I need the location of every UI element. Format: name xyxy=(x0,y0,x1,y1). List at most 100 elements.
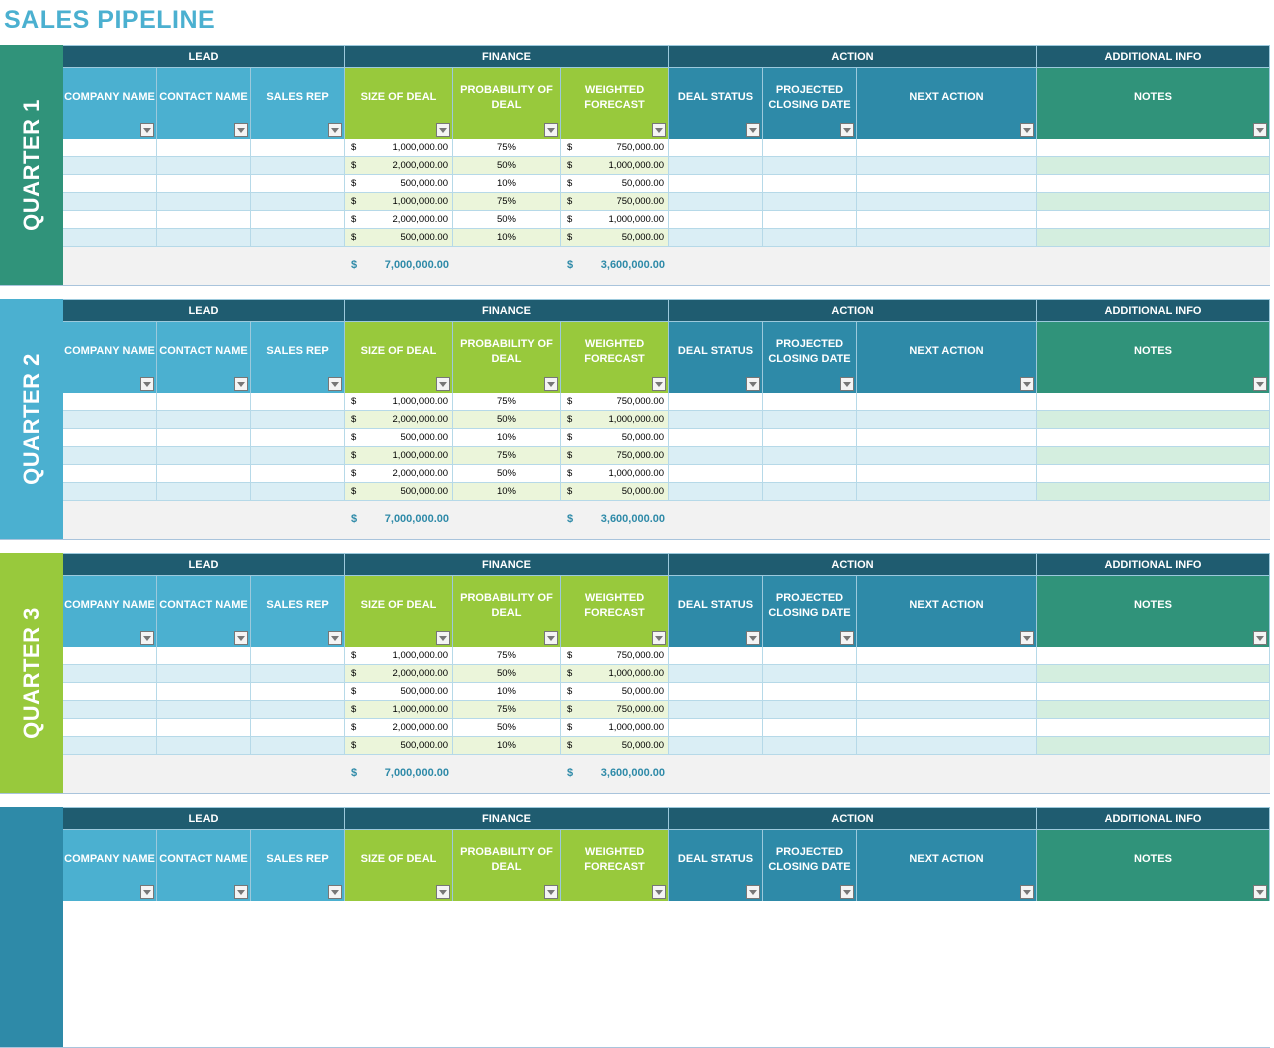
table-cell[interactable] xyxy=(857,393,1037,411)
table-cell[interactable] xyxy=(1037,447,1270,465)
table-cell[interactable]: 75% xyxy=(453,701,561,719)
table-cell[interactable] xyxy=(251,483,345,501)
table-cell[interactable] xyxy=(763,701,857,719)
table-cell[interactable] xyxy=(1037,465,1270,483)
table-cell[interactable] xyxy=(857,683,1037,701)
table-cell[interactable] xyxy=(251,139,345,157)
table-cell[interactable] xyxy=(157,483,251,501)
table-cell[interactable]: $750,000.00 xyxy=(561,647,669,665)
table-cell[interactable] xyxy=(763,157,857,175)
table-cell[interactable] xyxy=(251,393,345,411)
table-cell[interactable] xyxy=(669,447,763,465)
table-cell[interactable] xyxy=(763,193,857,211)
table-cell[interactable] xyxy=(63,139,157,157)
table-cell[interactable] xyxy=(857,411,1037,429)
table-cell[interactable] xyxy=(763,665,857,683)
table-cell[interactable] xyxy=(63,719,157,737)
table-cell[interactable] xyxy=(157,683,251,701)
table-cell[interactable] xyxy=(251,175,345,193)
table-cell[interactable] xyxy=(763,139,857,157)
filter-dropdown-icon[interactable] xyxy=(652,885,666,899)
table-cell[interactable] xyxy=(63,175,157,193)
table-cell[interactable] xyxy=(763,447,857,465)
filter-dropdown-icon[interactable] xyxy=(234,377,248,391)
table-cell[interactable]: 50% xyxy=(453,665,561,683)
table-cell[interactable] xyxy=(1037,483,1270,501)
table-cell[interactable]: $500,000.00 xyxy=(345,229,453,247)
table-cell[interactable]: $2,000,000.00 xyxy=(345,211,453,229)
filter-dropdown-icon[interactable] xyxy=(328,885,342,899)
table-cell[interactable]: $500,000.00 xyxy=(345,737,453,755)
table-cell[interactable] xyxy=(63,665,157,683)
table-cell[interactable] xyxy=(251,719,345,737)
table-cell[interactable] xyxy=(669,737,763,755)
table-cell[interactable]: $1,000,000.00 xyxy=(345,447,453,465)
table-cell[interactable] xyxy=(251,701,345,719)
table-cell[interactable]: 10% xyxy=(453,229,561,247)
table-cell[interactable] xyxy=(763,175,857,193)
table-cell[interactable]: $750,000.00 xyxy=(561,701,669,719)
table-cell[interactable] xyxy=(857,465,1037,483)
table-cell[interactable]: 50% xyxy=(453,719,561,737)
filter-dropdown-icon[interactable] xyxy=(840,885,854,899)
table-cell[interactable]: $50,000.00 xyxy=(561,229,669,247)
table-cell[interactable]: $2,000,000.00 xyxy=(345,465,453,483)
table-cell[interactable]: 50% xyxy=(453,465,561,483)
table-cell[interactable] xyxy=(157,411,251,429)
table-cell[interactable] xyxy=(1037,683,1270,701)
filter-dropdown-icon[interactable] xyxy=(234,123,248,137)
table-cell[interactable]: 50% xyxy=(453,411,561,429)
table-cell[interactable]: 10% xyxy=(453,175,561,193)
table-cell[interactable] xyxy=(63,411,157,429)
table-cell[interactable] xyxy=(669,411,763,429)
table-cell[interactable] xyxy=(763,719,857,737)
filter-dropdown-icon[interactable] xyxy=(746,631,760,645)
filter-dropdown-icon[interactable] xyxy=(746,885,760,899)
filter-dropdown-icon[interactable] xyxy=(1020,123,1034,137)
table-cell[interactable] xyxy=(157,193,251,211)
filter-dropdown-icon[interactable] xyxy=(1020,377,1034,391)
table-cell[interactable]: $1,000,000.00 xyxy=(561,665,669,683)
table-cell[interactable] xyxy=(157,429,251,447)
filter-dropdown-icon[interactable] xyxy=(328,377,342,391)
table-cell[interactable] xyxy=(63,211,157,229)
table-cell[interactable] xyxy=(669,483,763,501)
table-cell[interactable] xyxy=(1037,175,1270,193)
table-cell[interactable]: $1,000,000.00 xyxy=(345,701,453,719)
filter-dropdown-icon[interactable] xyxy=(140,377,154,391)
table-cell[interactable]: $1,000,000.00 xyxy=(561,411,669,429)
table-cell[interactable] xyxy=(669,429,763,447)
filter-dropdown-icon[interactable] xyxy=(746,377,760,391)
table-cell[interactable] xyxy=(157,665,251,683)
filter-dropdown-icon[interactable] xyxy=(544,123,558,137)
table-cell[interactable] xyxy=(857,429,1037,447)
table-cell[interactable]: $1,000,000.00 xyxy=(345,647,453,665)
filter-dropdown-icon[interactable] xyxy=(544,631,558,645)
table-cell[interactable] xyxy=(1037,411,1270,429)
table-cell[interactable] xyxy=(63,483,157,501)
table-cell[interactable] xyxy=(857,193,1037,211)
filter-dropdown-icon[interactable] xyxy=(544,885,558,899)
table-cell[interactable] xyxy=(157,175,251,193)
table-cell[interactable] xyxy=(857,647,1037,665)
table-cell[interactable] xyxy=(1037,719,1270,737)
table-cell[interactable] xyxy=(857,157,1037,175)
table-cell[interactable] xyxy=(763,393,857,411)
filter-dropdown-icon[interactable] xyxy=(140,885,154,899)
table-cell[interactable] xyxy=(251,157,345,175)
table-cell[interactable]: $1,000,000.00 xyxy=(561,719,669,737)
table-cell[interactable] xyxy=(157,393,251,411)
table-cell[interactable] xyxy=(251,411,345,429)
table-cell[interactable] xyxy=(157,229,251,247)
table-cell[interactable] xyxy=(63,429,157,447)
table-cell[interactable]: 50% xyxy=(453,157,561,175)
table-cell[interactable] xyxy=(669,701,763,719)
table-cell[interactable] xyxy=(763,647,857,665)
table-cell[interactable] xyxy=(1037,229,1270,247)
table-cell[interactable] xyxy=(63,465,157,483)
table-cell[interactable] xyxy=(669,465,763,483)
filter-dropdown-icon[interactable] xyxy=(1253,631,1267,645)
table-cell[interactable] xyxy=(63,737,157,755)
table-cell[interactable] xyxy=(763,737,857,755)
table-cell[interactable]: 10% xyxy=(453,683,561,701)
